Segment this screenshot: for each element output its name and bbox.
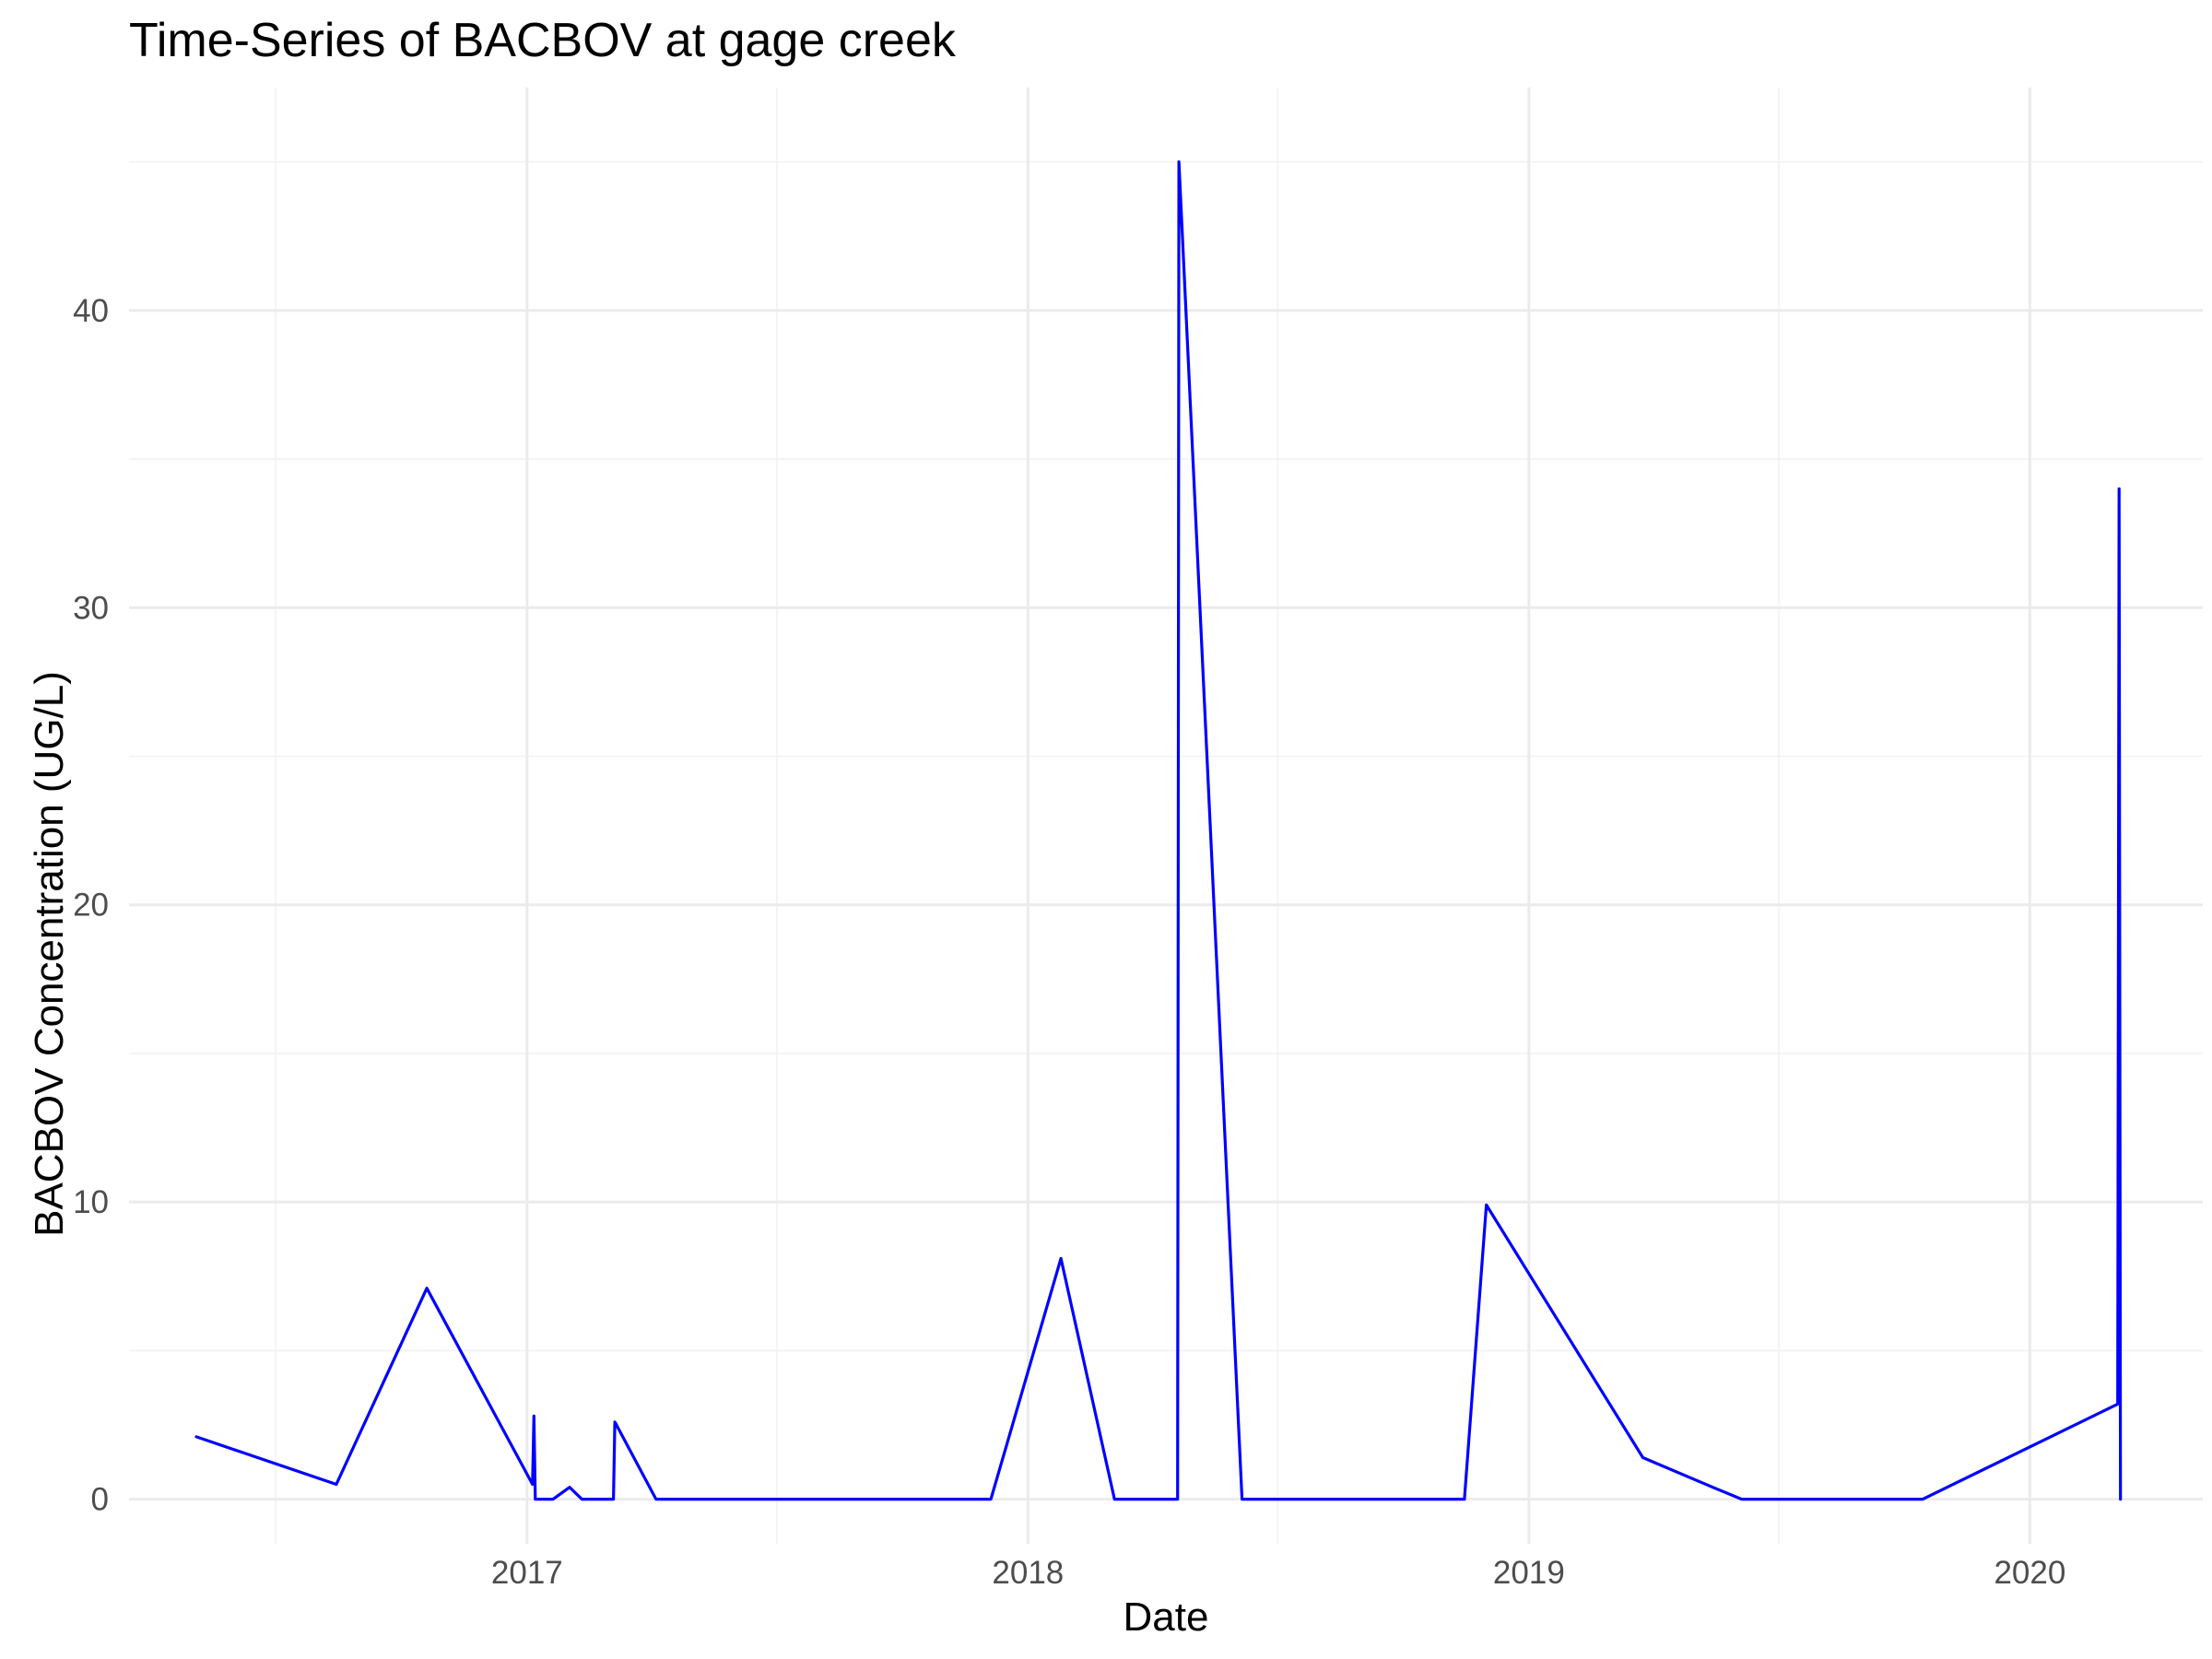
data-point	[1739, 1497, 1745, 1502]
data-point	[424, 1286, 429, 1291]
x-tick-label: 2020	[1994, 1555, 2065, 1591]
series-bacbov	[194, 159, 2124, 1502]
y-tick-label: 40	[73, 293, 109, 329]
data-point	[550, 1497, 556, 1502]
x-tick-label: 2017	[491, 1555, 563, 1591]
x-tick-label: 2018	[992, 1555, 1064, 1591]
data-point	[567, 1485, 572, 1490]
data-point	[1710, 1485, 1715, 1490]
data-point	[653, 1497, 659, 1502]
data-point	[2115, 1401, 2121, 1406]
data-point	[1462, 1497, 1467, 1502]
data-point	[1240, 1497, 1245, 1502]
y-tick-label: 20	[73, 888, 109, 924]
data-point	[612, 1419, 618, 1425]
data-point	[2116, 486, 2122, 491]
data-point	[988, 1497, 994, 1502]
data-point	[1484, 1202, 1489, 1207]
data-point	[1176, 159, 1182, 165]
data-point	[2118, 1497, 2124, 1502]
data-point	[579, 1497, 584, 1502]
data-point	[611, 1497, 617, 1502]
y-tick-label: 10	[73, 1184, 109, 1220]
grid-minor	[129, 88, 2203, 1544]
y-tick-label: 30	[73, 590, 109, 626]
x-tick-label: 2019	[1493, 1555, 1565, 1591]
data-point	[533, 1497, 538, 1502]
y-axis-ticks: 0 10 20 30 40	[73, 293, 109, 1518]
grid-major	[129, 88, 2203, 1544]
data-point	[1175, 1497, 1181, 1502]
data-point	[1920, 1497, 1925, 1502]
y-tick-label: 0	[91, 1482, 109, 1518]
data-point	[194, 1434, 199, 1440]
chart-title: Time-Series of BACBOV at gage creek	[129, 14, 956, 67]
data-point	[1058, 1255, 1064, 1261]
data-point	[1640, 1454, 1645, 1460]
x-axis-ticks: 2017 2018 2019 2020	[491, 1555, 2065, 1591]
series-line	[194, 160, 2123, 1501]
x-axis-label: Date	[1123, 1594, 1209, 1640]
data-point	[531, 1413, 536, 1418]
data-point	[1112, 1497, 1117, 1502]
data-point	[530, 1482, 535, 1488]
data-point	[334, 1482, 339, 1488]
